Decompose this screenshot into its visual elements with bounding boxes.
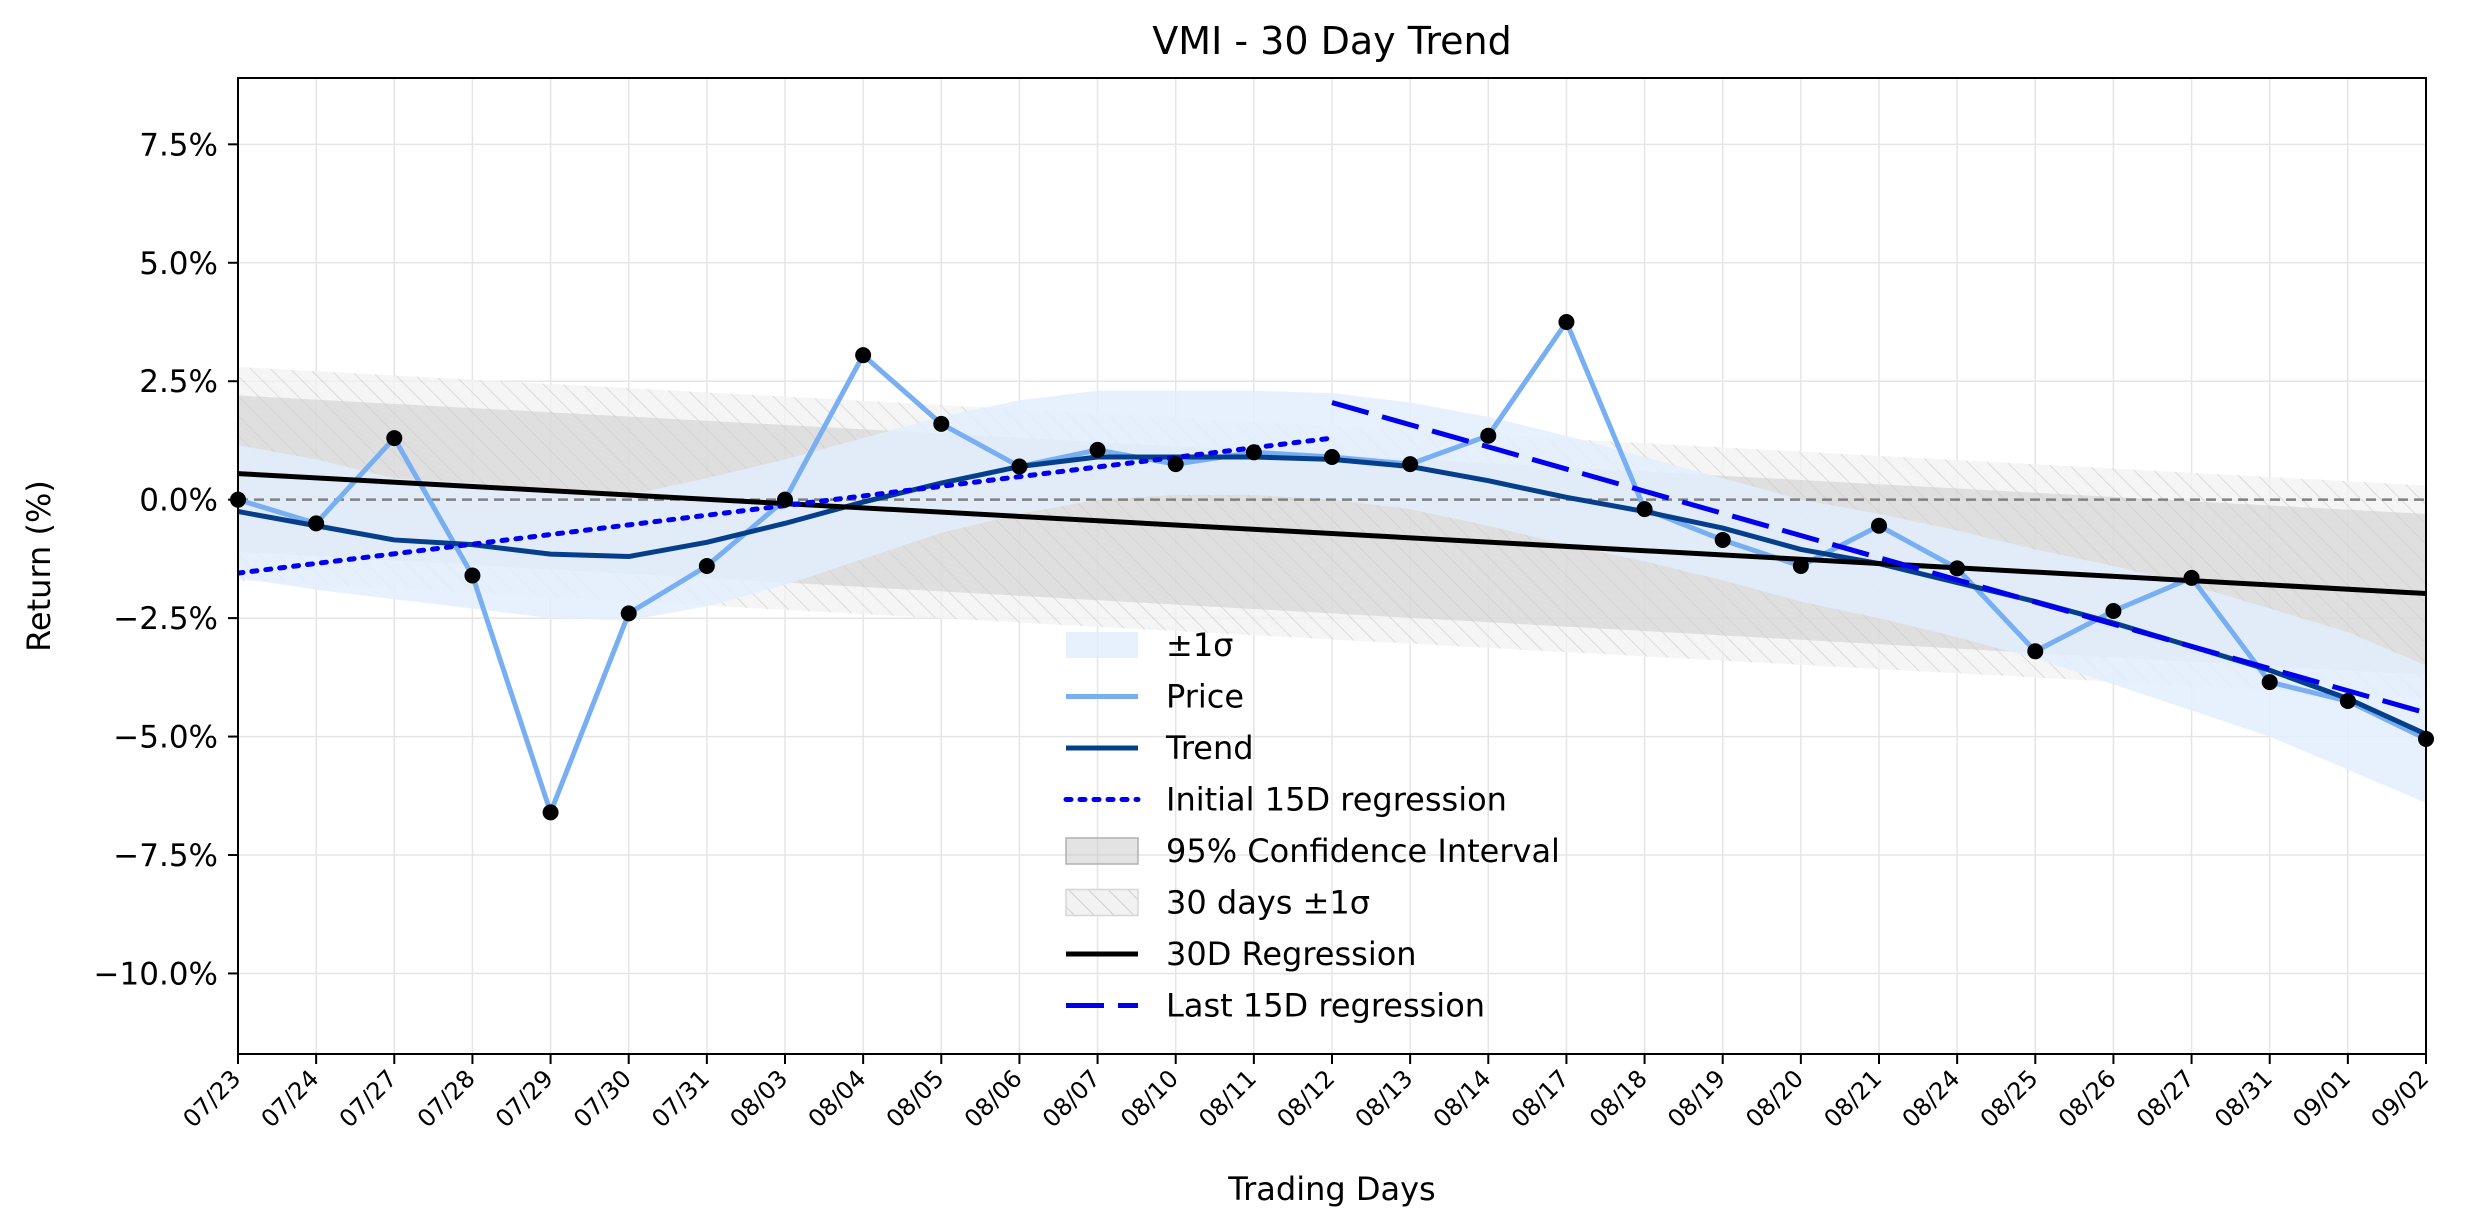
price-point [1871, 517, 1887, 534]
legend-label: Trend [1165, 729, 1254, 767]
price-point [2027, 643, 2044, 660]
x-tick-label: 08/03 [725, 1064, 794, 1133]
x-tick-label: 07/30 [568, 1064, 637, 1133]
x-tick-label: 08/31 [2209, 1064, 2278, 1133]
price-point [2183, 569, 2200, 586]
price-point [620, 605, 637, 622]
x-tick-label: 09/01 [2287, 1064, 2356, 1133]
x-tick-label: 08/18 [1584, 1064, 1653, 1133]
x-tick-label: 08/10 [1115, 1064, 1184, 1133]
price-point [464, 567, 481, 584]
legend-label: 30 days ±1σ [1166, 884, 1370, 922]
price-point [698, 558, 715, 574]
x-tick-label: 08/06 [959, 1064, 1028, 1133]
price-point [1558, 314, 1575, 330]
price-point [1089, 441, 1106, 458]
price-point [933, 415, 950, 432]
y-tick-label: 7.5% [139, 127, 218, 163]
price-point [2339, 693, 2356, 710]
price-point [1245, 444, 1262, 461]
x-tick-label: 07/31 [646, 1064, 715, 1133]
y-tick-label: 2.5% [139, 364, 218, 400]
price-point [542, 804, 559, 821]
x-tick-label: 07/29 [490, 1064, 559, 1133]
x-tick-label: 08/19 [1662, 1064, 1731, 1133]
price-point [1402, 456, 1419, 473]
x-tick-label: 07/28 [412, 1064, 481, 1133]
legend-label: Price [1166, 678, 1244, 716]
y-tick-label: 0.0% [139, 483, 218, 519]
x-tick-label: 08/05 [881, 1064, 950, 1133]
x-tick-label: 08/26 [2053, 1064, 2122, 1133]
x-tick-label: 08/04 [803, 1064, 872, 1133]
price-point [777, 491, 793, 508]
x-tick-label: 08/24 [1897, 1064, 1966, 1133]
price-point [1714, 531, 1731, 548]
chart-title: VMI - 30 Day Trend [1152, 19, 1511, 63]
x-axis-label: Trading Days [1227, 1170, 1435, 1208]
price-point [1792, 558, 1809, 574]
legend: ±1σ Price Trend Initial 15D regression 95% C… [1063, 626, 1560, 1025]
price-point [1636, 501, 1653, 518]
legend-label: Last 15D regression [1166, 987, 1485, 1025]
legend-key-confidence [1065, 837, 1139, 865]
price-point [2261, 674, 2278, 691]
x-tick-label: 08/11 [1193, 1064, 1262, 1133]
x-tick-label: 08/27 [2131, 1064, 2200, 1133]
price-point [1324, 449, 1340, 466]
x-tick-label: 07/27 [334, 1064, 403, 1133]
x-tick-label: 08/07 [1037, 1064, 1106, 1133]
y-tick-label: 5.0% [139, 246, 218, 282]
price-point [1011, 458, 1028, 475]
price-point [855, 347, 872, 364]
x-tick-label: 07/23 [178, 1064, 247, 1133]
legend-label: ±1σ [1166, 626, 1233, 664]
series-30d-regression [238, 471, 2426, 596]
x-tick-label: 09/02 [2366, 1064, 2435, 1133]
price-point [1480, 427, 1497, 444]
y-axis-label: Return (%) [20, 480, 58, 652]
x-tick-label: 08/14 [1428, 1064, 1497, 1133]
x-tick-label: 08/25 [1975, 1064, 2044, 1133]
price-point [2105, 603, 2122, 620]
y-tick-label: −2.5% [113, 601, 218, 637]
price-point [386, 430, 403, 447]
x-tick-label: 07/24 [256, 1064, 325, 1133]
legend-label: 95% Confidence Interval [1166, 832, 1560, 870]
legend-label: Initial 15D regression [1166, 781, 1507, 819]
x-tick-label: 08/17 [1506, 1064, 1575, 1133]
y-tick-label: −10.0% [94, 956, 218, 992]
legend-label: 30D Regression [1166, 935, 1417, 973]
y-tick-label: −5.0% [113, 720, 218, 756]
x-tick-label: 08/13 [1350, 1064, 1419, 1133]
y-tick-label: −7.5% [113, 838, 218, 874]
series-last-15d-regression [1331, 400, 2426, 716]
price-point [1949, 560, 1966, 577]
x-tick-label: 08/12 [1272, 1064, 1341, 1133]
price-point [1167, 456, 1184, 473]
legend-key-sigma-band [1066, 632, 1138, 658]
price-point [308, 515, 325, 532]
legend-key-30d-sigma [1065, 888, 1139, 917]
x-tick-label: 08/21 [1819, 1064, 1888, 1133]
x-tick-label: 08/20 [1740, 1064, 1809, 1133]
